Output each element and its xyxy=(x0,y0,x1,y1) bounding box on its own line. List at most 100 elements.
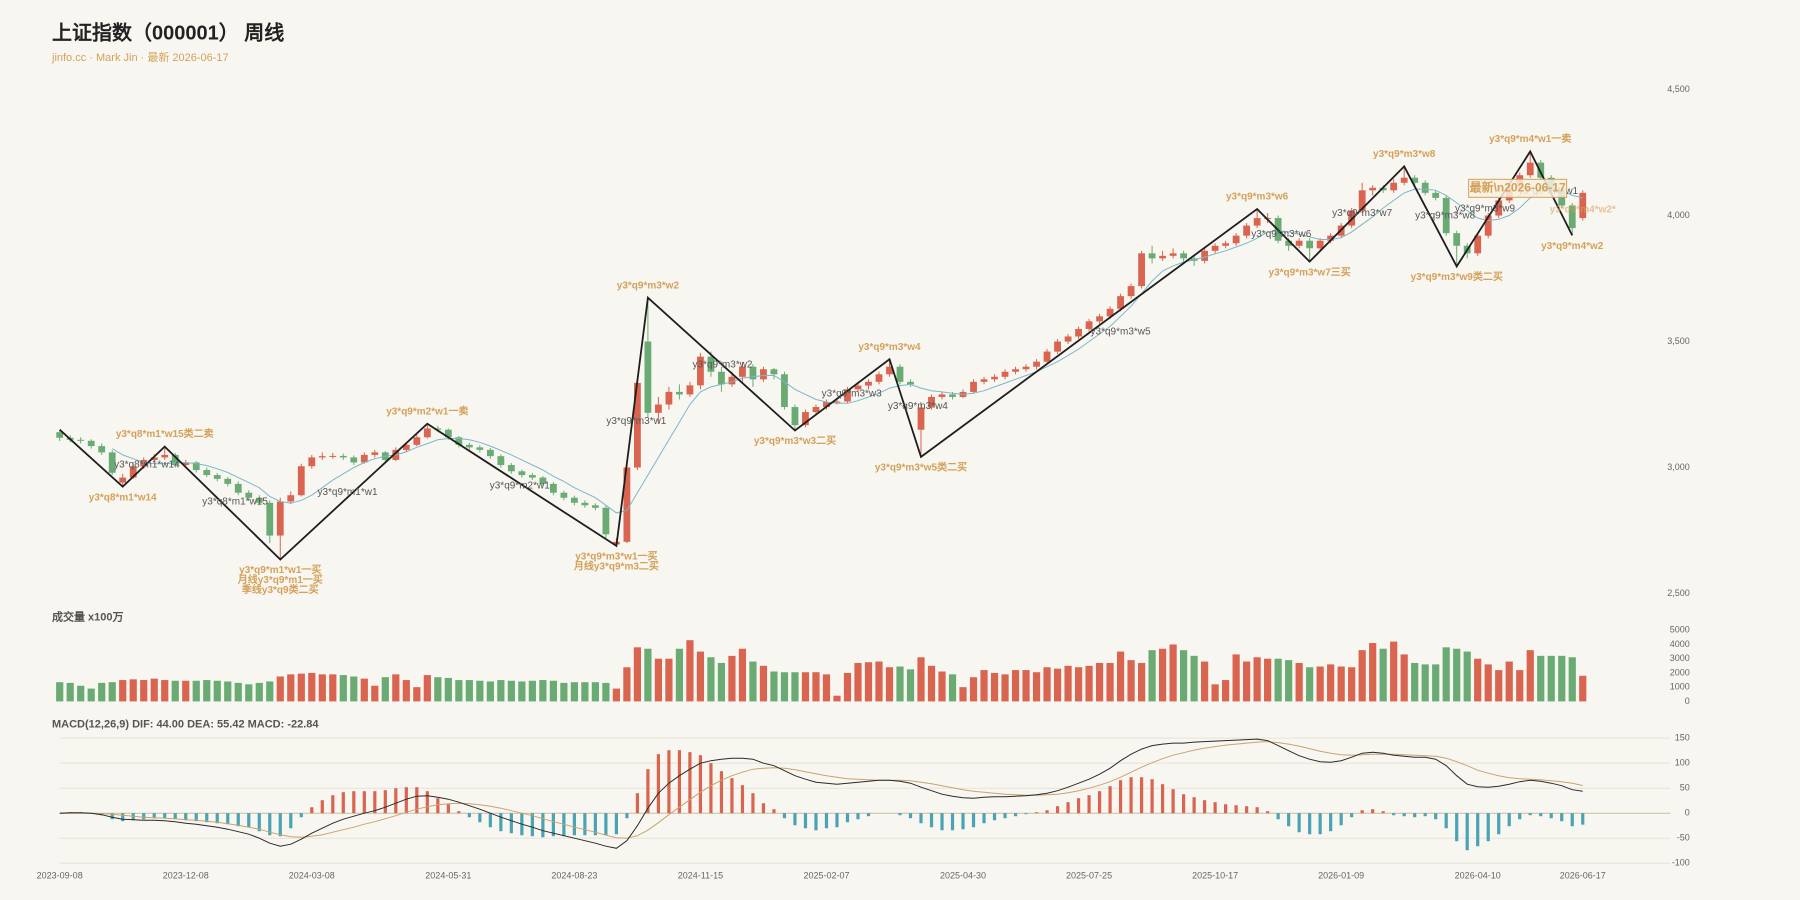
candle-body xyxy=(1169,253,1177,256)
chart-subtitle: jinfo.cc · Mark Jin · 最新 2026-06-17 xyxy=(51,50,229,64)
pivot-label: y3*q9*m2*w1一卖 xyxy=(386,404,468,417)
volume-bar xyxy=(1579,675,1587,702)
volume-bar xyxy=(1158,648,1167,702)
volume-bar xyxy=(98,682,106,702)
candle-body xyxy=(297,466,305,496)
candle-body xyxy=(161,454,169,458)
volume-bar xyxy=(812,672,820,702)
candle-body xyxy=(707,356,715,372)
volume-bar xyxy=(266,681,274,702)
macd-bar xyxy=(1097,791,1102,814)
volume-bar xyxy=(980,670,988,702)
volume-bar xyxy=(119,680,127,702)
macd-bar xyxy=(1308,813,1312,835)
candle-body xyxy=(486,449,494,457)
volume-bar xyxy=(1001,674,1009,702)
macd-bar xyxy=(803,813,808,829)
volume-bar xyxy=(854,662,862,702)
macd-bar xyxy=(625,813,629,819)
volume-bar xyxy=(171,680,179,702)
x-tick-label: 2024-03-08 xyxy=(289,870,335,880)
volume-bar xyxy=(864,662,873,702)
candle-body xyxy=(549,483,557,493)
macd-bar xyxy=(667,750,671,814)
x-tick-label: 2023-12-08 xyxy=(163,870,209,880)
volume-bar xyxy=(360,678,368,702)
volume-bar xyxy=(570,682,578,702)
dif-line xyxy=(59,738,1583,849)
macd-bar xyxy=(604,813,608,836)
macd-bar xyxy=(635,793,640,814)
macd-bar xyxy=(331,795,335,814)
macd-bar xyxy=(1371,809,1375,814)
volume-bar xyxy=(1568,657,1576,702)
macd-bar xyxy=(110,813,114,820)
candle-body xyxy=(1400,177,1408,183)
volume-bar xyxy=(675,648,684,702)
volume-bar xyxy=(749,661,757,702)
candle-body xyxy=(760,369,767,380)
macd-bar xyxy=(688,752,692,814)
candle-body xyxy=(1222,243,1230,246)
macd-bar xyxy=(436,798,440,814)
macd-bar xyxy=(1213,802,1217,814)
volume-bar xyxy=(371,685,379,702)
volume-bar xyxy=(234,682,242,702)
macd-bar xyxy=(341,792,345,814)
candle-body xyxy=(329,455,337,457)
candle-body xyxy=(224,478,232,484)
pivot-label: y3*q9*m3*w7三买 xyxy=(1269,266,1351,278)
volume-bar xyxy=(927,665,936,702)
volume-bar xyxy=(1390,641,1398,702)
macd-bar xyxy=(709,763,713,814)
candle-body xyxy=(770,369,778,375)
volume-bar xyxy=(969,677,978,702)
candle-body xyxy=(1054,341,1061,352)
macd-bar xyxy=(698,755,703,814)
macd-bar xyxy=(1402,813,1406,817)
volume-bar xyxy=(1074,667,1083,702)
macd-bar xyxy=(467,813,471,818)
candle-body xyxy=(1012,369,1019,372)
volume-bar xyxy=(896,666,904,702)
volume-bar xyxy=(875,661,883,702)
macd-bar xyxy=(215,813,219,824)
macd-bar xyxy=(845,813,850,823)
candle-body xyxy=(938,394,946,397)
volume-bar xyxy=(1180,650,1188,702)
candle-body xyxy=(308,457,316,467)
volume-bar xyxy=(245,684,253,702)
candle-body xyxy=(350,457,358,463)
pivot-label: y3*q9*m3*w9类二买 xyxy=(1411,270,1503,283)
pivot-label: y3*q9*m3*w2 xyxy=(617,280,680,291)
candle-body xyxy=(1316,240,1324,249)
volume-bar xyxy=(444,677,452,702)
candle-body xyxy=(1568,205,1576,229)
volume-bar xyxy=(392,674,400,702)
macd-bar xyxy=(310,807,314,814)
macd-bar xyxy=(383,790,387,814)
candle-body xyxy=(203,470,211,476)
macd-bar xyxy=(394,788,398,814)
segment-label: y3*q8*m1*w14 xyxy=(114,460,180,471)
volume-bar xyxy=(1264,658,1272,702)
pivot-label: y3*q8*m1*w14 xyxy=(89,492,157,503)
volume-bar xyxy=(1484,664,1492,702)
candle-body xyxy=(245,492,253,498)
volume-bar xyxy=(276,676,284,702)
volume-bar xyxy=(822,674,831,702)
candle-body xyxy=(129,466,137,478)
y-tick-label: 4,000 xyxy=(1667,210,1690,220)
volume-bar xyxy=(87,688,95,702)
macd-bar xyxy=(719,771,724,814)
macd-bar xyxy=(226,813,230,825)
macd-bar xyxy=(740,785,745,814)
candle-body xyxy=(886,366,893,375)
volume-bar xyxy=(486,681,494,702)
macd-bar xyxy=(761,803,766,814)
volume-bar xyxy=(549,680,557,702)
candle-body xyxy=(1127,286,1135,297)
candle-body xyxy=(1180,253,1188,259)
volume-bar xyxy=(728,655,736,702)
macd-bar xyxy=(299,813,303,818)
